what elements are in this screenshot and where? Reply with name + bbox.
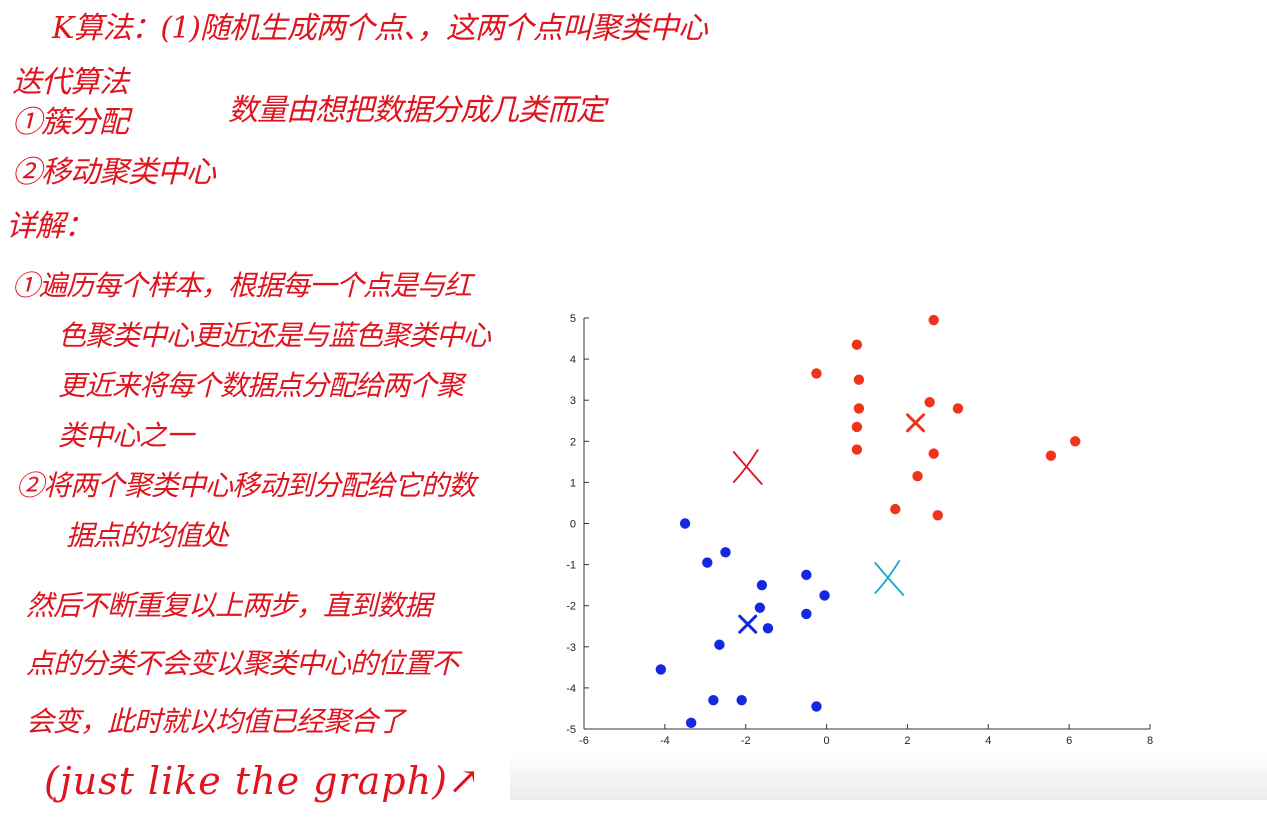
note-cluster-count: 数量由想把数据分成几类而定 (228, 93, 606, 128)
hand-drawn-x-mark (732, 449, 763, 485)
data-point (853, 403, 865, 414)
data-point (928, 314, 939, 326)
kmeans-scatter-chart: -6 -4 -2 0 2 4 6 8 -5 -4 -3 -2 -1 0 1 2 3 4 5 (566, 313, 1153, 747)
data-point (702, 557, 713, 568)
scatter-plot-panel: -6 -4 -2 0 2 4 6 8 -5 -4 -3 -2 -1 0 1 2 3 4 5 (510, 300, 1267, 800)
note-repeat-3: 会变，此时就以均值已经聚合了 (26, 705, 405, 738)
note-detail-1b: 色聚类中心更近还是与蓝色聚类中心 (58, 319, 491, 352)
note-move-centroid: ②移动聚类中心 (12, 155, 216, 190)
y-tick-label: -3 (566, 642, 576, 654)
x-tick-label: -4 (660, 735, 670, 747)
x-tick-label: 2 (904, 735, 910, 747)
data-point (801, 569, 812, 581)
y-tick-label: 0 (570, 519, 576, 531)
x-tick-label: 0 (824, 735, 830, 747)
data-point (801, 608, 812, 620)
data-point (952, 403, 964, 414)
hand-drawn-stroke (732, 449, 759, 483)
data-point (685, 717, 697, 729)
data-point (811, 701, 822, 712)
x-tick-label: 4 (985, 735, 991, 747)
data-point (754, 602, 766, 613)
note-repeat-2: 点的分类不会变以聚类中心的位置不 (26, 647, 459, 680)
data-point (1070, 436, 1081, 447)
centroid-marker (738, 614, 758, 634)
note-repeat-1: 然后不断重复以上两步，直到数据 (26, 589, 432, 622)
data-point (890, 503, 901, 515)
y-tick-label: -5 (566, 724, 576, 736)
data-point (928, 448, 939, 459)
data-point (819, 590, 830, 601)
data-point (912, 471, 923, 482)
note-detail-1a: ①遍历每个样本，根据每一个点是与红 (12, 269, 472, 302)
data-point (851, 421, 863, 433)
y-tick-label: 5 (570, 313, 576, 325)
data-point (851, 339, 863, 350)
note-details-heading: 详解： (6, 209, 94, 244)
note-cluster-assignment: ①簇分配 (12, 105, 129, 140)
y-tick-label: -4 (566, 683, 576, 695)
data-point (851, 444, 863, 455)
y-tick-label: 4 (570, 354, 576, 366)
y-tick-label: 2 (570, 436, 576, 448)
note-detail-2b: 据点的均值处 (66, 519, 229, 552)
handwritten-notes: K算法：(1)随机生成两个点、，这两个点叫聚类中心 迭代算法 ①簇分配 数量由想… (0, 0, 708, 828)
x-tick-label: 8 (1147, 735, 1153, 747)
y-tick-label: 3 (570, 395, 576, 407)
data-point (714, 639, 725, 650)
data-point (762, 623, 774, 634)
y-tick-label: 1 (570, 477, 576, 489)
data-point (720, 547, 731, 558)
data-point (1045, 450, 1057, 461)
data-point (679, 518, 691, 529)
note-detail-1d: 类中心之一 (58, 419, 194, 452)
y-tick-label: -1 (566, 560, 576, 572)
note-kmeans-step1: K算法：(1)随机生成两个点、，这两个点叫聚类中心 (52, 11, 708, 46)
data-point (853, 374, 865, 385)
data-point (932, 510, 943, 521)
plot-bottom-shade (510, 750, 1267, 800)
centroid-stroke (738, 614, 758, 634)
note-detail-2a: ②将两个聚类中心移动到分配给它的数 (16, 469, 476, 502)
note-detail-1c: 更近来将每个数据点分配给两个聚 (58, 369, 464, 402)
x-tick-label: -6 (579, 735, 589, 747)
note-iterative-algorithm: 迭代算法 (12, 65, 129, 100)
data-point (924, 397, 935, 408)
hand-drawn-stroke (732, 451, 763, 485)
y-tick-label: -2 (566, 601, 576, 613)
data-point (655, 664, 667, 675)
centroid-stroke (906, 413, 926, 433)
data-point (811, 368, 822, 379)
data-point (756, 579, 768, 591)
centroid-marker (906, 413, 926, 433)
x-tick-label: 6 (1066, 735, 1072, 747)
hand-drawn-stroke (874, 560, 901, 594)
data-point (736, 695, 747, 706)
hand-drawn-stroke (874, 562, 905, 596)
data-point (708, 695, 719, 706)
note-just-like-the-graph: (just like the graph)↗ (44, 759, 481, 803)
x-tick-label: -2 (741, 735, 751, 747)
hand-drawn-x-mark (874, 560, 905, 596)
